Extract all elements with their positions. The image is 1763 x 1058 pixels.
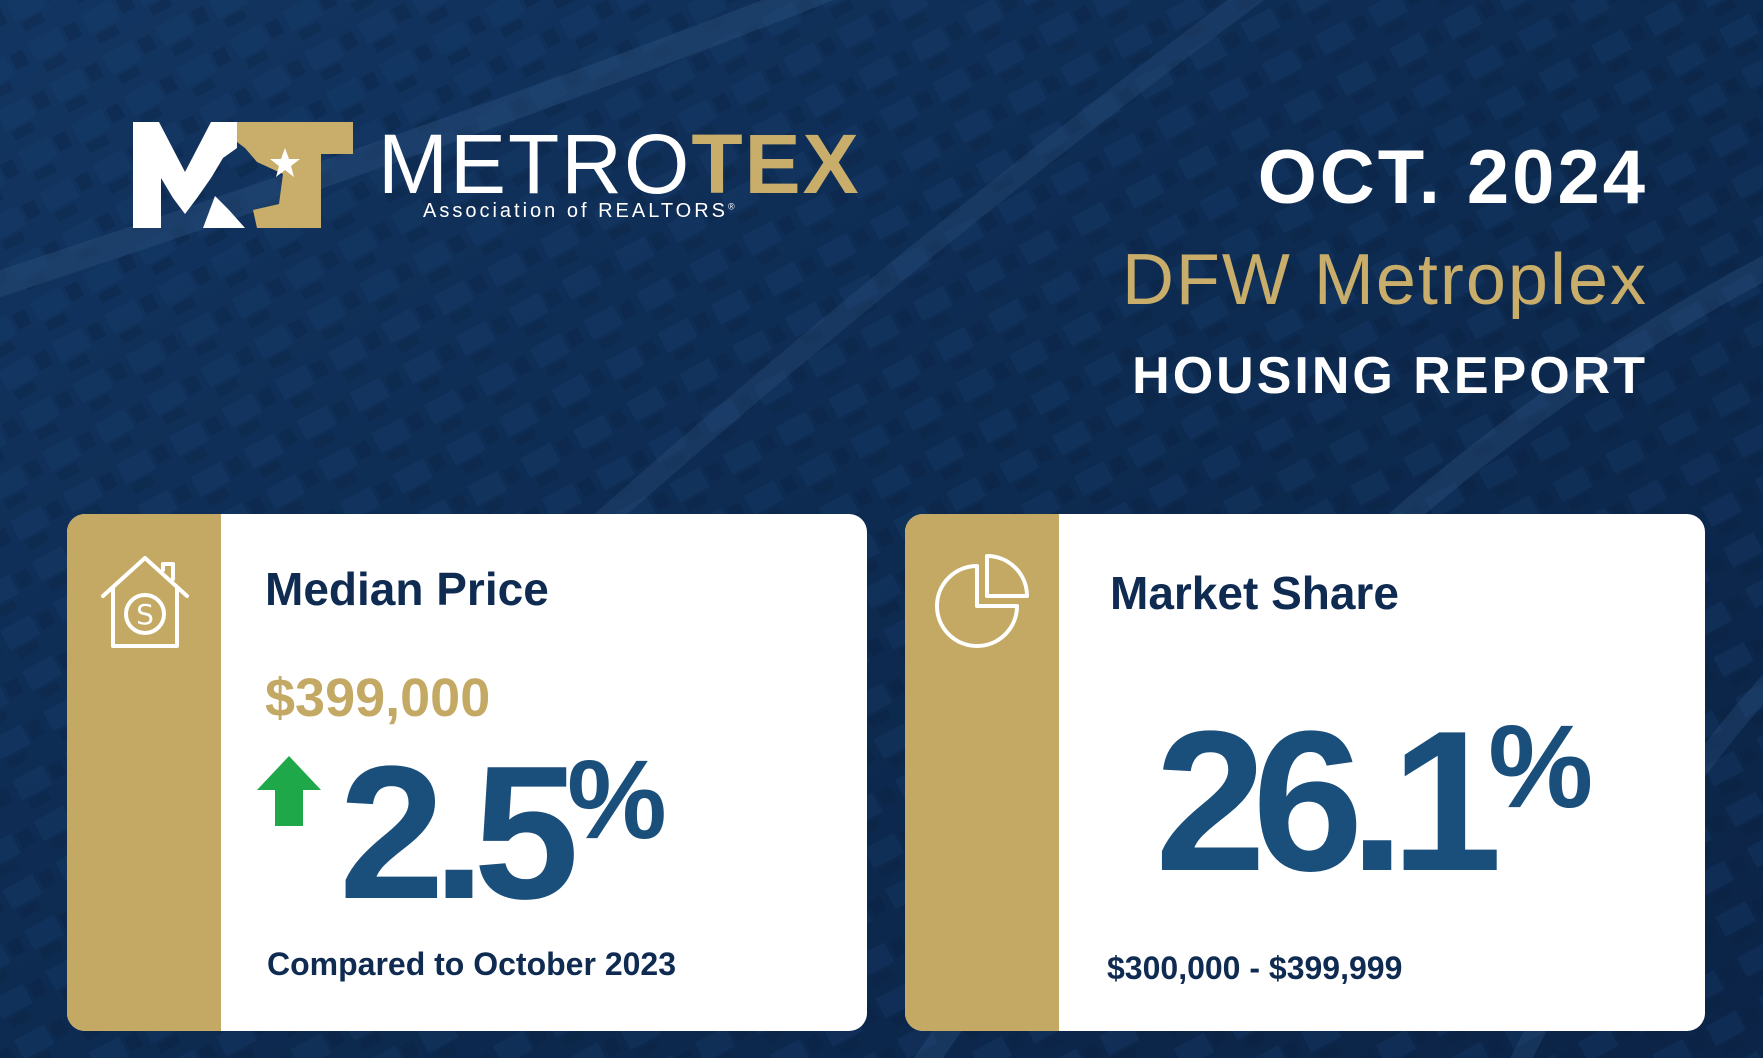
up-arrow-icon [257,756,321,826]
card-stripe [905,514,1059,1031]
metrotex-mt-mark [133,122,353,228]
logo-subtitle-text: Association of REALTORS [423,200,729,222]
svg-text:S: S [136,598,154,631]
logo-wordmark-metro: METRO [378,117,692,211]
logo-wordmark-tex: TEX [691,117,861,211]
median-price-change: 2.5% [339,738,667,928]
median-price-change-unit: % [567,737,667,862]
card-stripe [67,514,221,1031]
median-price-card: S Median Price $399,000 2.5% Compared to… [67,514,867,1031]
market-share-price-range: $300,000 - $399,999 [1107,950,1403,986]
report-date: OCT. 2024 [1257,135,1648,220]
median-price-change-value: 2.5 [339,727,579,939]
metrotex-logo: METROTEX Association of REALTORS® [133,118,859,228]
market-share-number: 26.1 [1155,690,1502,913]
report-region: DFW Metroplex [1121,240,1648,320]
market-share-unit: % [1488,701,1594,833]
registered-mark: ® [728,201,738,212]
report-header: OCT. 2024 DFW Metroplex HOUSING REPORT [1121,135,1648,405]
logo-subtitle: Association of REALTORS® [423,200,738,223]
market-share-title: Market Share [1110,567,1399,619]
report-title: HOUSING REPORT [1132,347,1648,405]
pie-chart-icon [935,554,1029,648]
median-price-value: $399,000 [265,668,491,728]
market-share-value: 26.1% [1155,702,1593,902]
logo-wordmark: METROTEX [378,122,861,206]
median-price-title: Median Price [265,563,549,615]
median-price-comparison-note: Compared to October 2023 [267,946,676,982]
house-dollar-icon: S [101,556,189,648]
market-share-card: Market Share 26.1% $300,000 - $399,999 [905,514,1705,1031]
